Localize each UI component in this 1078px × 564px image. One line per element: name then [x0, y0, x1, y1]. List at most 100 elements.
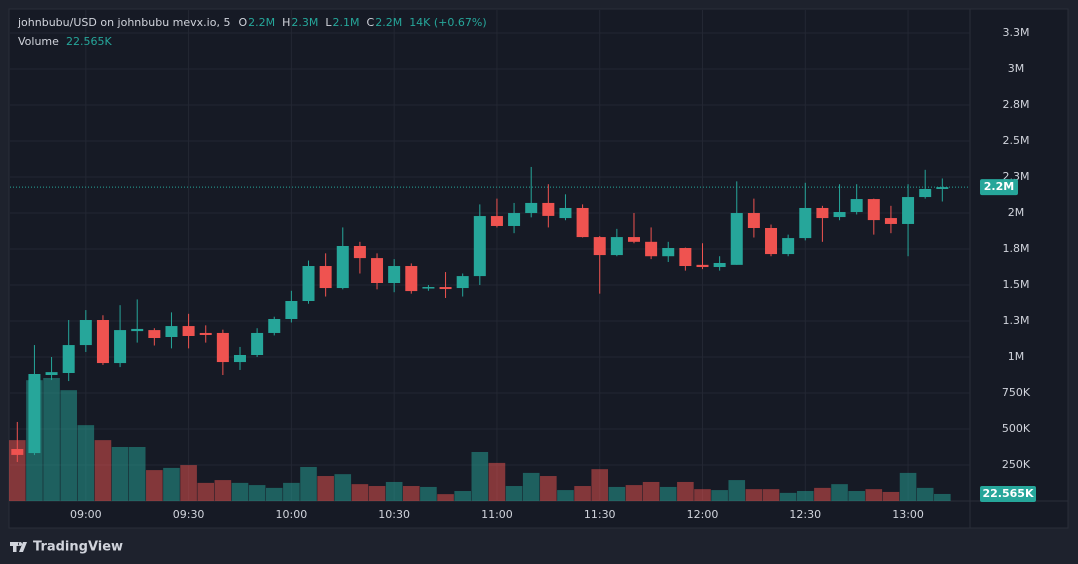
candle-body [627, 237, 640, 242]
candle-body [542, 202, 555, 216]
volume-bar [283, 482, 300, 501]
candle-body [902, 197, 915, 224]
legend-key: L [325, 16, 332, 29]
volume-bar [865, 489, 883, 501]
volume-bar [591, 469, 609, 501]
volume-bar [471, 451, 489, 501]
volume-bar [214, 480, 232, 501]
volume-bar [694, 489, 711, 501]
volume-legend: 22.565K [66, 35, 112, 48]
candle-body [114, 330, 127, 364]
candle-body [336, 245, 349, 289]
candle-body [730, 213, 743, 265]
candle-body [182, 326, 195, 336]
volume-bar [899, 472, 917, 501]
volume-bar [60, 390, 77, 501]
volume-bar [557, 490, 574, 501]
volume-bar [351, 484, 369, 501]
volume-bar [77, 425, 95, 501]
candle-body [936, 187, 949, 189]
candle-body [765, 227, 778, 255]
y-tick-label: 2.8M [1003, 98, 1030, 111]
brand-logo [10, 542, 27, 552]
volume-bar [540, 476, 557, 501]
candle-body [833, 212, 846, 218]
volume-bar [437, 494, 454, 501]
x-tick-label: 09:00 [70, 508, 102, 521]
legend-value: 2.2M [375, 16, 402, 29]
x-tick-label: 11:00 [481, 508, 513, 521]
legend-value: 2.2M [248, 16, 275, 29]
brand: TradingView [33, 540, 123, 555]
candle-body [713, 262, 726, 268]
chart-title: johnbubu/USD on johnbubu mevx.io, 5 [17, 16, 230, 29]
candle-body [593, 237, 606, 256]
candle-body [456, 276, 469, 289]
volume-bar [916, 487, 934, 501]
volume-title: Volume [18, 35, 59, 48]
legend-value: 2.1M [333, 16, 360, 29]
candle-body [268, 318, 281, 333]
legend-key: H [282, 16, 290, 29]
candle-body [576, 207, 589, 238]
volume-bar [197, 482, 215, 501]
volume-bar [745, 489, 763, 501]
volume-bar [385, 481, 403, 501]
y-tick-label: 1M [1008, 350, 1025, 363]
candle-body [11, 449, 24, 455]
y-tick-label: 1.8M [1003, 242, 1030, 255]
candle-body [610, 237, 623, 256]
last-volume-box [980, 485, 1036, 502]
candle-body [319, 266, 332, 289]
candle-body [919, 188, 932, 198]
y-tick-label: 2.5M [1003, 134, 1030, 147]
volume-bar [163, 467, 180, 501]
candle-body [696, 264, 709, 268]
candle-body [62, 345, 75, 373]
labels: 250K500K750K1M1.3M1.5M1.8M2M2.3M2.5M2.8M… [70, 26, 1036, 521]
candle-body [422, 287, 435, 289]
candle-body [559, 207, 572, 219]
y-tick-label: 250K [1002, 458, 1031, 471]
x-tick-label: 12:00 [687, 508, 719, 521]
volume-bar [934, 493, 951, 501]
marks [9, 166, 970, 501]
candle-body [371, 258, 384, 284]
candle-body [867, 199, 880, 221]
x-tick-label: 10:30 [378, 508, 410, 521]
candle-body [79, 320, 92, 346]
legend-change: 14K (+0.67%) [409, 16, 486, 29]
candle-body [388, 266, 401, 284]
volume-bar [420, 486, 437, 501]
volume-bar [265, 487, 283, 501]
candle-body [473, 216, 486, 277]
volume-bar [796, 491, 814, 501]
candle-body [782, 238, 795, 255]
volume-bar [334, 474, 352, 501]
volume-bar [522, 472, 540, 501]
candle-body [45, 372, 58, 376]
y-tick-label: 1.3M [1003, 314, 1030, 327]
candle-body [233, 354, 246, 363]
candle-body [148, 330, 161, 339]
volume-bar [505, 486, 523, 501]
y-tick-label: 1.5M [1003, 278, 1030, 291]
volume-bar [779, 492, 797, 501]
volume-bar [848, 491, 865, 501]
candle-body [645, 241, 658, 257]
volume-bar [111, 446, 129, 501]
y-tick-label: 3M [1008, 62, 1025, 75]
volume-bar [762, 489, 780, 501]
volume-bar [642, 481, 660, 501]
volume-bar [814, 487, 831, 501]
volume-bar [368, 486, 386, 501]
candle-body [747, 213, 760, 228]
x-tick-label: 11:30 [584, 508, 616, 521]
candle-body [251, 332, 264, 355]
x-tick-label: 13:00 [892, 508, 924, 521]
grid [10, 10, 970, 501]
candle-body [28, 374, 41, 454]
ohlc-legend: O 2.2M H 2.3M L 2.1M C 2.2M 14K (+0.67%) [238, 16, 486, 29]
volume-bar [608, 486, 626, 501]
candle-body [508, 213, 521, 226]
